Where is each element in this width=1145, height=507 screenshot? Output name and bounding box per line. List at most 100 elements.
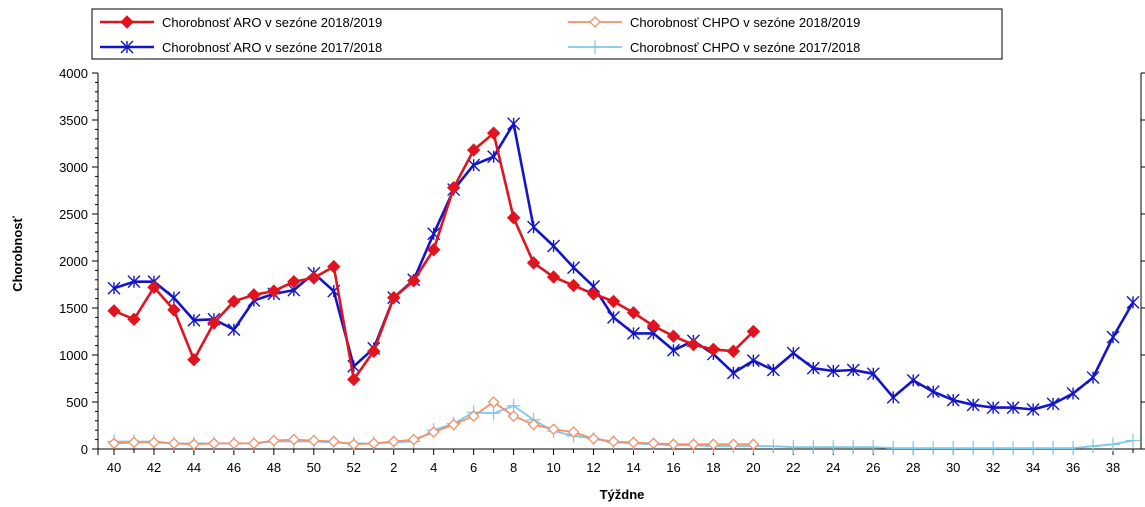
series-2 (108, 396, 760, 451)
data-point (287, 433, 300, 446)
data-point (207, 437, 220, 450)
data-point (1046, 441, 1061, 456)
series-3 (107, 117, 1140, 417)
y-tick-label: 3500 (59, 113, 88, 128)
marker (627, 436, 640, 449)
marker (148, 436, 160, 449)
marker (567, 426, 580, 438)
marker (108, 437, 120, 450)
data-point (946, 441, 961, 456)
data-point (347, 438, 360, 451)
marker (486, 126, 501, 140)
data-point (426, 243, 441, 257)
x-axis-title: Týždne (600, 487, 645, 502)
legend-label: Chorobnosť ARO v sezóne 2017/2018 (162, 40, 382, 55)
marker (607, 435, 620, 448)
data-point (487, 396, 500, 408)
x-tick-label: 44 (187, 460, 201, 475)
data-point (367, 437, 380, 450)
marker (128, 436, 140, 449)
data-point (187, 352, 201, 367)
data-point (1126, 295, 1140, 309)
data-point (187, 313, 201, 327)
data-point (127, 275, 141, 289)
data-point (1126, 433, 1141, 448)
data-point (207, 316, 221, 330)
x-tick-label: 42 (147, 460, 161, 475)
y-tick-label: 500 (66, 395, 88, 410)
marker (626, 305, 641, 320)
data-point (148, 436, 160, 449)
data-point (766, 363, 780, 377)
legend-label: Chorobnosť CHPO v sezóne 2018/2019 (630, 15, 860, 30)
data-point (466, 143, 481, 157)
data-point (626, 305, 641, 320)
data-point (527, 418, 540, 431)
marker (707, 438, 720, 451)
x-tick-label: 46 (227, 460, 241, 475)
y-tick-label: 4000 (59, 66, 88, 81)
data-point (486, 126, 501, 140)
data-point (746, 354, 760, 368)
marker (120, 15, 134, 29)
marker (407, 274, 421, 288)
x-tick-label: 4 (430, 460, 437, 475)
marker (746, 324, 761, 339)
y-tick-label: 0 (81, 442, 88, 457)
data-point (826, 364, 840, 378)
data-point (407, 433, 420, 446)
marker (367, 437, 380, 450)
marker (427, 426, 440, 438)
data-point (407, 274, 421, 288)
marker (407, 433, 420, 446)
marker (426, 243, 441, 257)
marker (526, 256, 541, 270)
data-point (546, 270, 561, 284)
y-tick-label: 3000 (59, 160, 88, 175)
x-tick-label: 22 (786, 460, 800, 475)
data-point (506, 211, 521, 225)
data-point (567, 261, 581, 275)
marker (606, 294, 621, 309)
x-tick-label: 48 (267, 460, 281, 475)
x-tick-label: 26 (866, 460, 880, 475)
data-point (647, 437, 660, 450)
data-point (167, 303, 181, 317)
data-point (227, 323, 241, 337)
data-point (846, 363, 860, 377)
data-point (866, 440, 881, 455)
data-point (566, 278, 581, 293)
marker (547, 423, 560, 436)
data-point (946, 393, 960, 407)
marker (307, 434, 320, 447)
data-point (589, 16, 601, 28)
data-point (906, 373, 920, 387)
legend-item: Chorobnosť CHPO v sezóne 2017/2018 (568, 40, 860, 55)
data-point (1106, 330, 1120, 344)
data-point (527, 220, 541, 234)
marker (247, 288, 261, 302)
marker (327, 435, 340, 448)
marker (287, 274, 301, 289)
data-point (687, 438, 700, 451)
data-point (427, 426, 440, 438)
x-tick-label: 14 (626, 460, 640, 475)
data-point (966, 398, 980, 412)
marker (506, 211, 521, 225)
data-point (727, 438, 740, 451)
data-point (307, 271, 321, 285)
data-point (726, 344, 741, 358)
data-point (587, 432, 600, 445)
marker (647, 437, 660, 450)
marker (307, 271, 321, 285)
data-point (666, 343, 680, 357)
marker (187, 352, 201, 367)
marker (527, 418, 540, 431)
data-point (766, 439, 781, 454)
marker (706, 342, 721, 357)
data-point (387, 290, 401, 305)
marker (347, 438, 360, 451)
data-point (107, 304, 121, 318)
data-point (966, 441, 981, 456)
